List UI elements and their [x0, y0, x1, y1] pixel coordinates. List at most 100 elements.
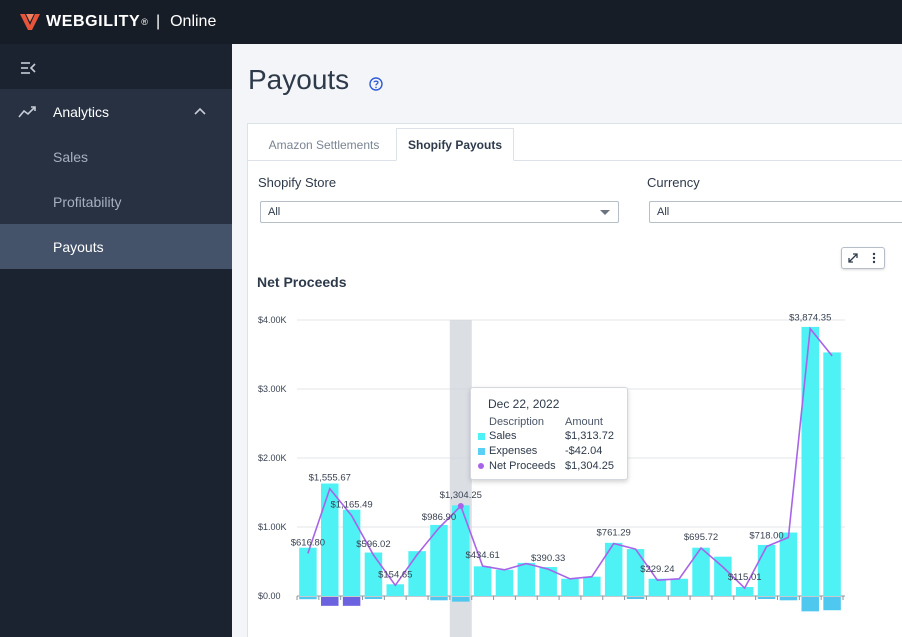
shopify-store-label: Shopify Store	[258, 175, 337, 190]
tooltip-row-name: Sales	[489, 430, 517, 442]
brand-name: WEBGILITY	[46, 13, 141, 30]
sidebar: Analytics Sales Profitability Payouts	[0, 44, 232, 637]
sales-bar	[670, 578, 688, 596]
expenses-bar	[801, 597, 819, 612]
net-proceeds-point	[457, 503, 464, 510]
tab-bar: Amazon Settlements Shopify Payouts	[248, 128, 902, 161]
sales-bar	[757, 544, 776, 596]
sales-bar	[321, 483, 339, 596]
sales-bar	[299, 547, 317, 596]
sales-bar	[692, 547, 710, 596]
question-circle-icon[interactable]	[369, 77, 383, 91]
product-name: Online	[170, 13, 217, 30]
sidebar-item-profitability[interactable]: Profitability	[0, 179, 232, 224]
data-label: $986.90	[422, 512, 456, 523]
tooltip-row-value: $1,304.25	[565, 460, 614, 472]
y-tick-label: $0.00	[258, 591, 281, 601]
webgility-logo-icon	[20, 14, 40, 30]
sales-bar	[430, 524, 448, 596]
chart-toolbar	[841, 247, 885, 269]
shopify-store-value: All	[268, 206, 281, 218]
data-label: $616.80	[291, 537, 325, 548]
expenses-bar	[757, 597, 776, 599]
sidebar-item-label: Payouts	[53, 238, 104, 255]
expand-arrows-icon[interactable]	[845, 250, 861, 266]
analytics-trend-icon	[18, 105, 36, 118]
sales-bar	[517, 562, 536, 596]
sales-bar	[561, 578, 579, 596]
sidebar-item-sales[interactable]: Sales	[0, 134, 232, 179]
sales-bar	[539, 567, 557, 596]
expenses-bar	[779, 597, 798, 601]
currency-label: Currency	[647, 175, 700, 190]
expenses-swatch	[478, 448, 485, 455]
sales-bar	[452, 505, 470, 596]
sales-bar	[626, 549, 645, 596]
shopify-store-select[interactable]: All	[260, 201, 619, 223]
expenses-bar	[430, 597, 448, 601]
expenses-bar	[299, 597, 317, 600]
sidebar-item-label: Sales	[53, 148, 89, 165]
kebab-menu-icon[interactable]	[866, 250, 882, 266]
tab-amazon-settlements[interactable]: Amazon Settlements	[268, 137, 380, 152]
currency-select[interactable]: All	[649, 201, 902, 223]
expenses-bar	[342, 597, 361, 606]
data-label: $761.29	[597, 527, 631, 538]
data-label: $718.00	[749, 530, 783, 541]
sales-bar	[495, 569, 514, 596]
tooltip-header-amount: Amount	[565, 416, 603, 428]
caret-down-icon	[600, 210, 610, 215]
sidebar-group-analytics[interactable]: Analytics	[0, 89, 232, 134]
sales-bar	[473, 566, 492, 596]
top-bar: WEBGILITY ® | Online	[0, 0, 902, 44]
tooltip-row-value: $1,313.72	[565, 430, 614, 442]
data-label: $154.65	[378, 569, 412, 580]
sidebar-group-label: Analytics	[53, 103, 110, 120]
net-proceeds-line	[307, 326, 833, 590]
tooltip-row-sales: Sales $1,313.72	[478, 430, 623, 444]
y-tick-label: $1.00K	[258, 522, 287, 532]
sales-bar	[386, 584, 405, 596]
data-label: $596.02	[356, 539, 390, 550]
sales-bar	[801, 326, 819, 596]
data-label: $390.33	[531, 553, 565, 564]
collapse-sidebar-icon[interactable]	[20, 61, 36, 75]
tab-shopify-payouts[interactable]: Shopify Payouts	[396, 128, 514, 161]
sales-bar	[364, 552, 383, 596]
expenses-bar	[321, 597, 339, 606]
y-tick-label: $3.00K	[258, 384, 287, 394]
data-label: $3,874.35	[789, 313, 831, 324]
sales-bar	[735, 587, 754, 596]
tooltip-row-name: Expenses	[489, 445, 538, 457]
sidebar-item-payouts[interactable]: Payouts	[0, 224, 232, 269]
data-label: $229.24	[640, 564, 674, 575]
brand-divider: |	[155, 13, 161, 30]
sales-bar	[823, 352, 841, 596]
tooltip-row-expenses: Expenses -$42.04	[478, 445, 623, 459]
chevron-up-icon[interactable]	[194, 106, 206, 116]
tooltip-row-name: Net Proceeds	[489, 460, 556, 472]
page-title: Payouts	[248, 64, 350, 95]
sales-bar	[648, 578, 667, 596]
data-label: $1,555.67	[309, 473, 351, 484]
sales-bar	[583, 576, 601, 596]
sales-bar	[408, 551, 426, 596]
y-tick-label: $4.00K	[258, 315, 287, 325]
currency-value: All	[657, 206, 670, 218]
tooltip-row-value: -$42.04	[565, 445, 603, 457]
expenses-bar	[823, 597, 841, 611]
expenses-bar	[452, 597, 470, 602]
expenses-bar	[626, 597, 645, 599]
sales-bar	[604, 542, 623, 596]
sales-bar	[342, 509, 361, 596]
chart-title: Net Proceeds	[257, 274, 347, 290]
sales-swatch	[478, 433, 485, 440]
data-label: $434.61	[465, 550, 499, 561]
tooltip-header-description: Description	[489, 416, 545, 428]
tooltip-date: Dec 22, 2022	[488, 397, 560, 411]
sales-bar	[714, 556, 732, 596]
data-label: $695.72	[684, 532, 718, 543]
sidebar-item-label: Profitability	[53, 193, 122, 210]
data-label: $1,304.25	[440, 490, 482, 501]
